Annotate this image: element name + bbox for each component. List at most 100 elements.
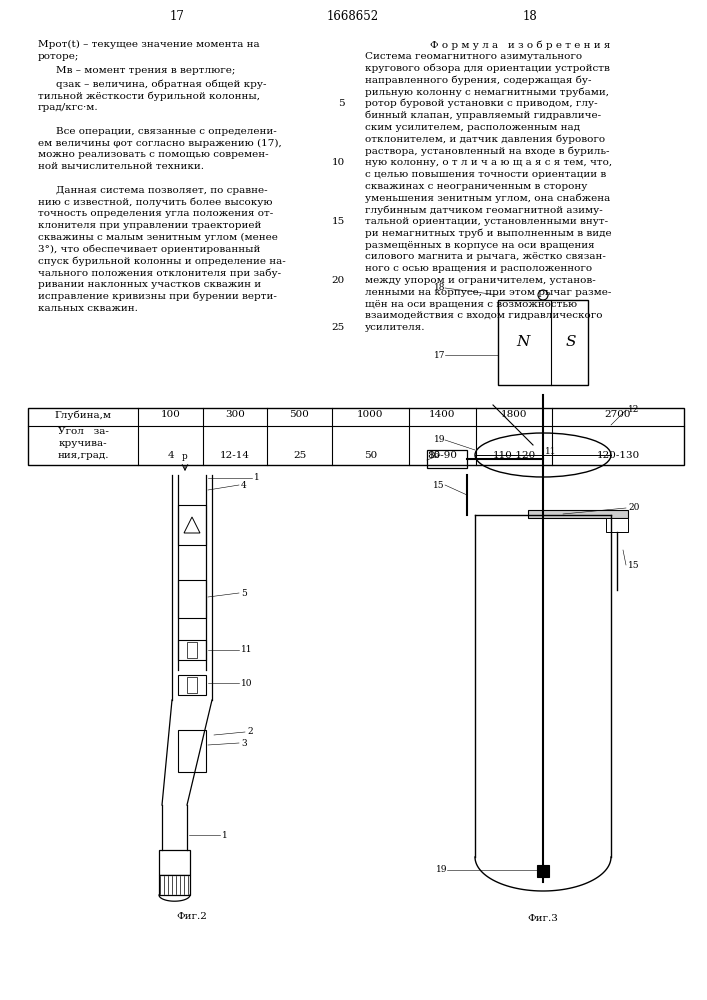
Text: 4: 4 bbox=[167, 451, 174, 460]
Text: 15: 15 bbox=[332, 217, 345, 226]
Text: Ф о р м у л а   и з о б р е т е н и я: Ф о р м у л а и з о б р е т е н и я bbox=[430, 40, 610, 49]
Text: кругового обзора для ориентации устройств: кругового обзора для ориентации устройст… bbox=[365, 64, 610, 73]
Text: Система геомагнитного азимутального: Система геомагнитного азимутального bbox=[365, 52, 582, 61]
Text: ную колонну, о т л и ч а ю щ а я с я тем, что,: ную колонну, о т л и ч а ю щ а я с я тем… bbox=[365, 158, 612, 167]
Text: ленными на корпусе, при этом рычаг разме-: ленными на корпусе, при этом рычаг разме… bbox=[365, 288, 612, 297]
Text: 300: 300 bbox=[225, 410, 245, 419]
Text: 5: 5 bbox=[241, 588, 247, 597]
Text: N: N bbox=[516, 336, 530, 350]
Text: 2: 2 bbox=[247, 728, 252, 736]
Text: 50: 50 bbox=[364, 451, 377, 460]
Text: 18: 18 bbox=[433, 284, 445, 292]
Bar bbox=[178, 675, 206, 695]
Text: Фиг.3: Фиг.3 bbox=[527, 914, 559, 923]
Text: 120-130: 120-130 bbox=[597, 451, 640, 460]
Text: Mрот(t) – текущее значение момента на: Mрот(t) – текущее значение момента на bbox=[38, 40, 259, 49]
Text: уменьшения зенитным углом, она снабжена: уменьшения зенитным углом, она снабжена bbox=[365, 193, 610, 203]
Text: 80-90: 80-90 bbox=[428, 451, 457, 460]
Text: отклонителем, и датчик давления бурового: отклонителем, и датчик давления бурового bbox=[365, 134, 605, 144]
Text: 18: 18 bbox=[522, 10, 537, 23]
Bar bbox=[187, 642, 197, 658]
Bar bbox=[28, 408, 684, 465]
Text: раствора, установленный на входе в буриль-: раствора, установленный на входе в бурил… bbox=[365, 146, 609, 156]
Text: 25: 25 bbox=[293, 451, 306, 460]
Text: ной вычислительной техники.: ной вычислительной техники. bbox=[38, 162, 204, 171]
Text: глубинным датчиком геомагнитной азиму-: глубинным датчиком геомагнитной азиму- bbox=[365, 205, 603, 215]
Text: силового магнита и рычага, жёстко связан-: силового магнита и рычага, жёстко связан… bbox=[365, 252, 606, 261]
Text: между упором и ограничителем, установ-: между упором и ограничителем, установ- bbox=[365, 276, 596, 285]
Text: 1800: 1800 bbox=[501, 410, 527, 419]
Text: чального положения отклонителя при забу-: чального положения отклонителя при забу- bbox=[38, 268, 281, 278]
Text: Угол   за-: Угол за- bbox=[57, 427, 108, 436]
Text: 10: 10 bbox=[332, 158, 345, 167]
Text: кальных скважин.: кальных скважин. bbox=[38, 304, 138, 313]
Text: 3°), что обеспечивает ориентированный: 3°), что обеспечивает ориентированный bbox=[38, 245, 260, 254]
Text: с целью повышения точности ориентации в: с целью повышения точности ориентации в bbox=[365, 170, 606, 179]
Text: 1400: 1400 bbox=[429, 410, 456, 419]
Text: 15: 15 bbox=[433, 481, 445, 489]
Text: град/кгс·м.: град/кгс·м. bbox=[38, 103, 98, 112]
Bar bbox=[606, 518, 628, 532]
Text: направленного бурения, содержащая бу-: направленного бурения, содержащая бу- bbox=[365, 75, 592, 85]
Text: ем величины φот согласно выражению (17),: ем величины φот согласно выражению (17), bbox=[38, 138, 282, 148]
Text: 2700: 2700 bbox=[604, 410, 631, 419]
Bar bbox=[159, 875, 190, 895]
Text: 11: 11 bbox=[241, 646, 252, 654]
Text: 17: 17 bbox=[170, 10, 185, 23]
Text: спуск бурильной колонны и определение на-: спуск бурильной колонны и определение на… bbox=[38, 256, 286, 266]
Text: нию с известной, получить более высокую: нию с известной, получить более высокую bbox=[38, 197, 272, 207]
Text: Все операции, связанные с определени-: Все операции, связанные с определени- bbox=[56, 127, 276, 136]
Text: тильной жёсткости бурильной колонны,: тильной жёсткости бурильной колонны, bbox=[38, 91, 260, 101]
Text: усилителя.: усилителя. bbox=[365, 323, 426, 332]
Text: Фиг.2: Фиг.2 bbox=[177, 912, 207, 921]
Text: Данная система позволяет, по сравне-: Данная система позволяет, по сравне- bbox=[56, 186, 268, 195]
Text: Глубина,м: Глубина,м bbox=[54, 410, 112, 420]
Text: скважины с малым зенитным углом (менее: скважины с малым зенитным углом (менее bbox=[38, 233, 278, 242]
Bar bbox=[178, 505, 206, 545]
Text: бинный клапан, управляемый гидравличе-: бинный клапан, управляемый гидравличе- bbox=[365, 111, 601, 120]
Text: 1668652: 1668652 bbox=[327, 10, 379, 23]
Text: рильную колонну с немагнитными трубами,: рильную колонну с немагнитными трубами, bbox=[365, 87, 609, 97]
Bar bbox=[528, 510, 628, 518]
Bar bbox=[178, 730, 206, 772]
Bar bbox=[159, 850, 190, 875]
Text: 100: 100 bbox=[160, 410, 180, 419]
Text: ного с осью вращения и расположенного: ного с осью вращения и расположенного bbox=[365, 264, 592, 273]
Text: роторе;: роторе; bbox=[38, 52, 79, 61]
Text: 11: 11 bbox=[545, 448, 556, 456]
Text: ния,град.: ния,град. bbox=[57, 451, 109, 460]
Text: 19: 19 bbox=[433, 436, 445, 444]
Text: 20: 20 bbox=[332, 276, 345, 285]
Text: 10: 10 bbox=[241, 678, 252, 688]
Text: точность определения угла положения от-: точность определения угла положения от- bbox=[38, 209, 273, 218]
Text: Mв – момент трения в вертлюге;: Mв – момент трения в вертлюге; bbox=[56, 66, 235, 75]
Text: исправление кривизны при бурении верти-: исправление кривизны при бурении верти- bbox=[38, 292, 277, 301]
Bar bbox=[427, 450, 467, 468]
Text: 500: 500 bbox=[290, 410, 310, 419]
Text: ривании наклонных участков скважин и: ривании наклонных участков скважин и bbox=[38, 280, 261, 289]
Text: qзак – величина, обратная общей кру-: qзак – величина, обратная общей кру- bbox=[56, 79, 267, 89]
Text: скважинах с неограниченным в сторону: скважинах с неограниченным в сторону bbox=[365, 182, 588, 191]
Text: размещённых в корпусе на оси вращения: размещённых в корпусе на оси вращения bbox=[365, 241, 595, 250]
Text: 12: 12 bbox=[628, 406, 639, 414]
Text: ротор буровой установки с приводом, глу-: ротор буровой установки с приводом, глу- bbox=[365, 99, 597, 108]
Bar bbox=[178, 580, 206, 618]
Text: можно реализовать с помощью современ-: можно реализовать с помощью современ- bbox=[38, 150, 269, 159]
Text: тальной ориентации, установленными внут-: тальной ориентации, установленными внут- bbox=[365, 217, 608, 226]
Text: 17: 17 bbox=[433, 351, 445, 360]
Text: S: S bbox=[566, 336, 576, 350]
Text: клонителя при управлении траекторией: клонителя при управлении траекторией bbox=[38, 221, 262, 230]
Text: ри немагнитных труб и выполненным в виде: ри немагнитных труб и выполненным в виде bbox=[365, 229, 612, 238]
Text: 25: 25 bbox=[332, 323, 345, 332]
Text: 4: 4 bbox=[241, 481, 247, 489]
Bar bbox=[178, 640, 206, 660]
Text: 15: 15 bbox=[628, 560, 640, 570]
Text: р: р bbox=[182, 452, 188, 461]
Text: 5: 5 bbox=[339, 99, 345, 108]
Text: кручива-: кручива- bbox=[59, 439, 107, 448]
Text: 20: 20 bbox=[628, 504, 639, 512]
Text: 1: 1 bbox=[254, 474, 259, 483]
Text: ским усилителем, расположенным над: ским усилителем, расположенным над bbox=[365, 123, 580, 132]
Text: 110-120: 110-120 bbox=[492, 451, 536, 460]
Text: 12-14: 12-14 bbox=[220, 451, 250, 460]
